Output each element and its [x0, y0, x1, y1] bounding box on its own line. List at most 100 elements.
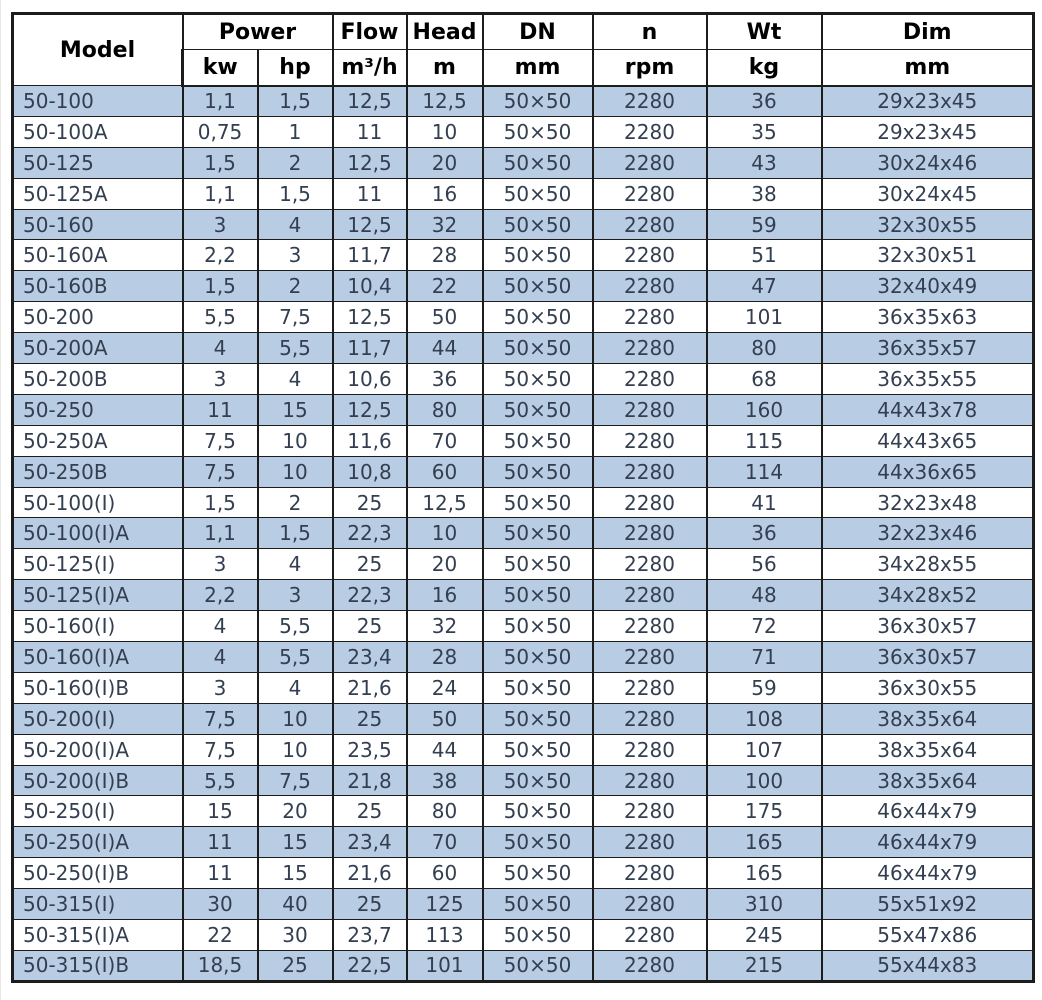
table-row: 50-315(I)A 22 30 23,7 113 50×50 2280 245 55x47x8… [11, 919, 1035, 951]
value-cell: 10 [405, 115, 484, 148]
value-cell: 12,5 [331, 208, 408, 241]
value-cell: 1,5 [181, 146, 259, 179]
model-cell: 50-315(I)A [11, 919, 184, 951]
value-cell: 51 [705, 239, 823, 272]
value-cell: 21,6 [331, 857, 408, 890]
value-cell: 3 [181, 363, 259, 395]
value-cell: 28 [405, 641, 484, 673]
table-row: 50-250 11 15 12,5 80 50×50 2280 160 44x43x78 [11, 393, 1035, 426]
value-cell: 50×50 [481, 764, 594, 797]
value-cell: 50×50 [481, 671, 594, 704]
table-row: 50-125(I) 3 4 25 20 50×50 2280 56 34x28x55 [11, 548, 1035, 581]
model-cell: 50-200(I) [11, 702, 184, 735]
col-header-head: Head [405, 12, 484, 50]
value-cell: 47 [705, 270, 823, 303]
model-cell: 50-315(I)B [11, 949, 184, 983]
value-cell: 10 [256, 455, 334, 488]
value-cell: 38x35x64 [820, 702, 1035, 735]
value-cell: 28 [405, 239, 484, 272]
value-cell: 50×50 [481, 270, 594, 303]
value-cell: 10 [256, 733, 334, 766]
value-cell: 2280 [591, 579, 708, 612]
model-cell: 50-100(I)A [11, 517, 184, 550]
table-row: 50-125(I)A 2,2 3 22,3 16 50×50 2280 48 34x28x52 [11, 579, 1035, 612]
value-cell: 2280 [591, 702, 708, 735]
table-row: 50-315(I)B 18,5 25 22,5 101 50×50 2280 215 55x44… [11, 949, 1035, 983]
model-cell: 50-160B [11, 270, 184, 303]
value-cell: 4 [256, 208, 334, 241]
value-cell: 100 [705, 764, 823, 797]
value-cell: 22,3 [331, 579, 408, 612]
model-cell: 50-100A [11, 115, 184, 148]
value-cell: 2280 [591, 548, 708, 581]
value-cell: 10 [256, 702, 334, 735]
value-cell: 160 [705, 393, 823, 426]
col-subheader-head-unit: m [405, 49, 484, 87]
table-row: 50-250(I)B 11 15 21,6 60 50×50 2280 165 46x44x79 [11, 857, 1035, 890]
value-cell: 11 [181, 393, 259, 426]
value-cell: 0,75 [181, 115, 259, 148]
model-cell: 50-160A [11, 239, 184, 272]
model-cell: 50-200(I)A [11, 733, 184, 766]
table-header: Model Power Flow Head DN n Wt Dim kw hp … [11, 12, 1035, 87]
value-cell: 1,5 [256, 85, 334, 117]
table-row: 50-200(I)B 5,5 7,5 21,8 38 50×50 2280 100 38x35x… [11, 764, 1035, 797]
value-cell: 36 [405, 363, 484, 395]
value-cell: 55x44x83 [820, 949, 1035, 983]
value-cell: 50×50 [481, 826, 594, 859]
value-cell: 43 [705, 146, 823, 179]
value-cell: 34x28x52 [820, 579, 1035, 612]
model-cell: 50-200B [11, 363, 184, 395]
value-cell: 2280 [591, 208, 708, 241]
model-cell: 50-250B [11, 455, 184, 488]
value-cell: 10,8 [331, 455, 408, 488]
table-row: 50-100(I) 1,5 2 25 12,5 50×50 2280 41 32x23x48 [11, 486, 1035, 519]
model-cell: 50-160 [11, 208, 184, 241]
model-cell: 50-160(I)B [11, 671, 184, 704]
model-cell: 50-100(I) [11, 486, 184, 519]
value-cell: 25 [331, 486, 408, 519]
value-cell: 25 [256, 949, 334, 983]
value-cell: 50 [405, 702, 484, 735]
value-cell: 1 [256, 115, 334, 148]
value-cell: 5,5 [256, 332, 334, 365]
value-cell: 41 [705, 486, 823, 519]
value-cell: 30x24x45 [820, 177, 1035, 210]
value-cell: 80 [405, 393, 484, 426]
col-subheader-dim-unit: mm [820, 49, 1035, 87]
value-cell: 36x30x55 [820, 671, 1035, 704]
value-cell: 44x43x65 [820, 424, 1035, 457]
col-header-dn: DN [481, 12, 594, 50]
col-subheader-hp: hp [256, 49, 334, 87]
value-cell: 2280 [591, 486, 708, 519]
value-cell: 101 [405, 949, 484, 983]
value-cell: 50×50 [481, 579, 594, 612]
col-header-model: Model [11, 12, 184, 86]
table-row: 50-160 3 4 12,5 32 50×50 2280 59 32x30x55 [11, 208, 1035, 241]
value-cell: 2280 [591, 332, 708, 365]
value-cell: 50×50 [481, 115, 594, 148]
value-cell: 2280 [591, 949, 708, 983]
table-row: 50-200(I) 7,5 10 25 50 50×50 2280 108 38x35x64 [11, 702, 1035, 735]
value-cell: 1,1 [181, 85, 259, 117]
value-cell: 50×50 [481, 888, 594, 921]
value-cell: 22 [181, 919, 259, 951]
value-cell: 59 [705, 208, 823, 241]
value-cell: 18,5 [181, 949, 259, 983]
model-cell: 50-200 [11, 301, 184, 334]
value-cell: 32x23x46 [820, 517, 1035, 550]
value-cell: 50 [405, 301, 484, 334]
value-cell: 50×50 [481, 301, 594, 334]
value-cell: 50×50 [481, 332, 594, 365]
value-cell: 2 [256, 270, 334, 303]
model-cell: 50-160(I)A [11, 641, 184, 673]
value-cell: 25 [331, 548, 408, 581]
value-cell: 114 [705, 455, 823, 488]
value-cell: 22 [405, 270, 484, 303]
value-cell: 36 [705, 85, 823, 117]
value-cell: 70 [405, 424, 484, 457]
value-cell: 32x30x55 [820, 208, 1035, 241]
value-cell: 2280 [591, 85, 708, 117]
value-cell: 50×50 [481, 239, 594, 272]
value-cell: 23,4 [331, 641, 408, 673]
